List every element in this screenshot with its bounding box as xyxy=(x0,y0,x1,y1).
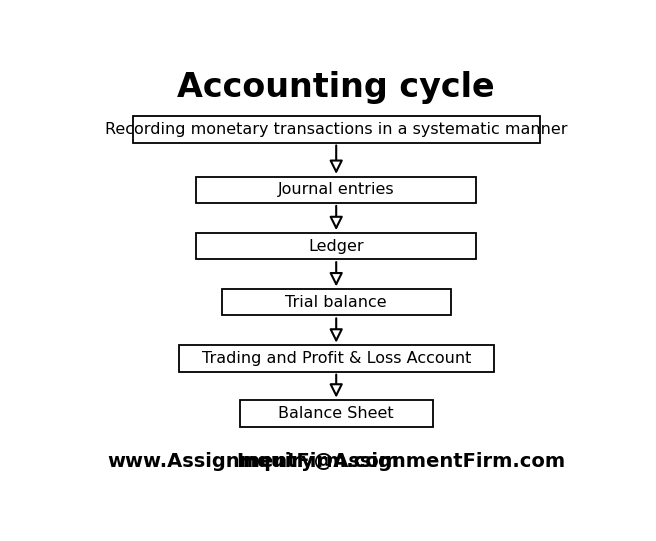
Text: www.AssignmentFirm.com: www.AssignmentFirm.com xyxy=(108,452,400,471)
Text: Ledger: Ledger xyxy=(308,239,364,254)
Bar xyxy=(222,289,451,315)
Text: Balance Sheet: Balance Sheet xyxy=(278,406,394,421)
Text: Recording monetary transactions in a systematic manner: Recording monetary transactions in a sys… xyxy=(105,122,567,137)
Text: Inquiry@AssignmentFirm.com: Inquiry@AssignmentFirm.com xyxy=(236,452,565,471)
Text: Journal entries: Journal entries xyxy=(278,182,394,197)
Bar xyxy=(196,177,476,203)
Text: Trial balance: Trial balance xyxy=(285,295,387,310)
Bar xyxy=(196,233,476,259)
Text: Accounting cycle: Accounting cycle xyxy=(177,71,495,104)
Bar xyxy=(178,346,494,372)
Bar xyxy=(133,116,539,143)
Bar xyxy=(239,400,433,427)
Text: Trading and Profit & Loss Account: Trading and Profit & Loss Account xyxy=(201,351,471,366)
